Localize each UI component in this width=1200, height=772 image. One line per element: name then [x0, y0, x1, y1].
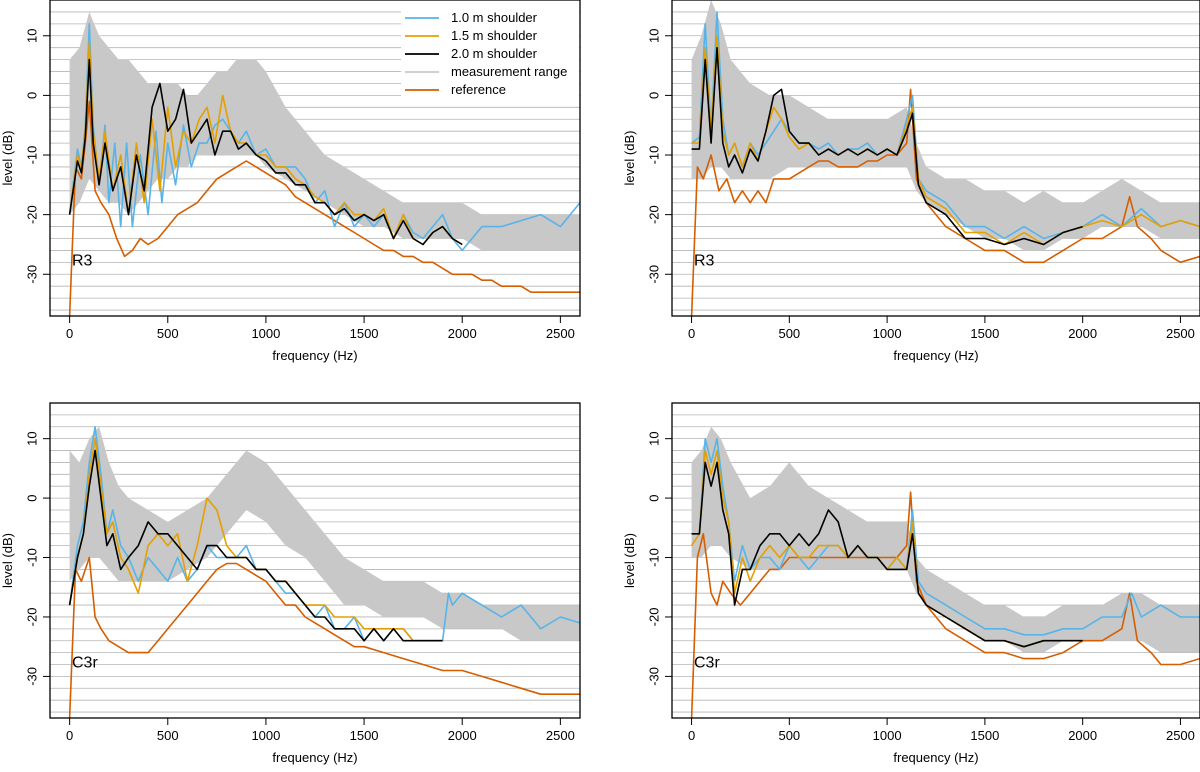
x-tick-label: 2500	[546, 728, 575, 743]
x-tick-label: 2500	[1166, 728, 1195, 743]
y-tick-label: -10	[646, 548, 661, 567]
x-axis-label: frequency (Hz)	[272, 750, 357, 765]
y-axis-label: level (dB)	[622, 533, 637, 588]
y-tick-label: 0	[646, 92, 661, 99]
x-tick-label: 500	[778, 326, 800, 341]
panel-bottom-left: 10 0 -10 -20 -30 0 500 1000 1500 2000 2500 frequenc…	[0, 402, 581, 765]
y-tick-label: -20	[646, 205, 661, 224]
plot-frame	[671, 0, 1200, 317]
x-tick-label: 2500	[1166, 326, 1195, 341]
series-line-reference	[68, 556, 580, 718]
x-tick-label: 1500	[970, 326, 999, 341]
y-tick-label: -10	[646, 146, 661, 165]
x-tick-label: 0	[66, 728, 73, 743]
x-tick-label: 0	[688, 728, 695, 743]
y-tick-label: 10	[646, 431, 661, 445]
x-tick-label: 2500	[546, 326, 575, 341]
x-axis-label: frequency (Hz)	[893, 348, 978, 363]
series-line-reference	[690, 491, 1200, 718]
plot-frame	[671, 402, 1200, 719]
legend-label: 1.0 m shoulder	[451, 10, 538, 25]
panel-label: C3r	[72, 654, 98, 671]
legend-label: measurement range	[451, 64, 567, 79]
panel-label: R3	[72, 252, 93, 269]
x-tick-label: 1500	[350, 728, 379, 743]
y-tick-label: 10	[24, 29, 39, 43]
y-tick-label: 0	[24, 92, 39, 99]
series-line-s2	[691, 46, 1083, 246]
y-axis-label: level (dB)	[0, 131, 15, 186]
panel-top-right: 10 0 -10 -20 -30 0 500 1000 1500 2000 2500 frequenc…	[622, 0, 1200, 363]
x-tick-label: 1000	[251, 728, 280, 743]
y-tick-label: -30	[646, 265, 661, 284]
y-tick-label: -10	[24, 146, 39, 165]
y-tick-label: -30	[646, 667, 661, 686]
x-tick-label: 500	[778, 728, 800, 743]
x-tick-label: 2000	[448, 326, 477, 341]
y-tick-label: -20	[24, 205, 39, 224]
x-tick-label: 0	[688, 326, 695, 341]
series-line-s2	[68, 449, 443, 642]
x-tick-label: 2000	[1068, 326, 1097, 341]
y-tick-label: 0	[646, 494, 661, 501]
legend-label: 2.0 m shoulder	[451, 46, 538, 61]
x-tick-label: 1000	[873, 728, 902, 743]
x-tick-label: 500	[157, 326, 179, 341]
series-line-s1	[68, 425, 580, 642]
measurement-range-band	[69, 426, 580, 641]
legend-label: 1.5 m shoulder	[451, 28, 538, 43]
panel-top-left: 10 0 -10 -20 -30 0 500 1000 1500 2000 2500 frequenc…	[0, 0, 581, 363]
x-axis-label: frequency (Hz)	[272, 348, 357, 363]
x-axis-label: frequency (Hz)	[893, 750, 978, 765]
legend-label: reference	[451, 82, 506, 97]
panel-label: C3r	[694, 654, 720, 671]
x-tick-label: 1000	[251, 326, 280, 341]
y-tick-label: 10	[646, 29, 661, 43]
x-tick-label: 500	[157, 728, 179, 743]
y-tick-label: -20	[646, 608, 661, 627]
x-tick-label: 1500	[970, 728, 999, 743]
series-line-s2	[691, 461, 1083, 648]
legend: 1.0 m shoulder 1.5 m shoulder 2.0 m should…	[401, 6, 579, 98]
series-line-s1	[68, 22, 580, 252]
panel-label: R3	[694, 252, 715, 269]
y-axis-label: level (dB)	[622, 131, 637, 186]
x-tick-label: 0	[66, 326, 73, 341]
x-tick-label: 2000	[1068, 728, 1097, 743]
x-tick-label: 1000	[873, 326, 902, 341]
y-tick-label: -20	[24, 608, 39, 627]
x-tick-label: 2000	[448, 728, 477, 743]
series-line-s2	[68, 58, 463, 246]
plot-frame	[49, 0, 581, 317]
y-tick-label: -10	[24, 548, 39, 567]
series-line-reference	[690, 88, 1200, 316]
panel-bottom-right: 10 0 -10 -20 -30 0 500 1000 1500 2000 2500 frequenc…	[622, 402, 1200, 765]
measurement-range-band	[691, 0, 1200, 251]
series-line-reference	[68, 100, 580, 316]
y-tick-label: -30	[24, 265, 39, 284]
y-tick-label: 10	[24, 431, 39, 445]
y-tick-label: 0	[24, 494, 39, 501]
x-tick-label: 1500	[350, 326, 379, 341]
plot-frame	[49, 402, 581, 719]
y-axis-label: level (dB)	[0, 533, 15, 588]
y-tick-label: -30	[24, 667, 39, 686]
